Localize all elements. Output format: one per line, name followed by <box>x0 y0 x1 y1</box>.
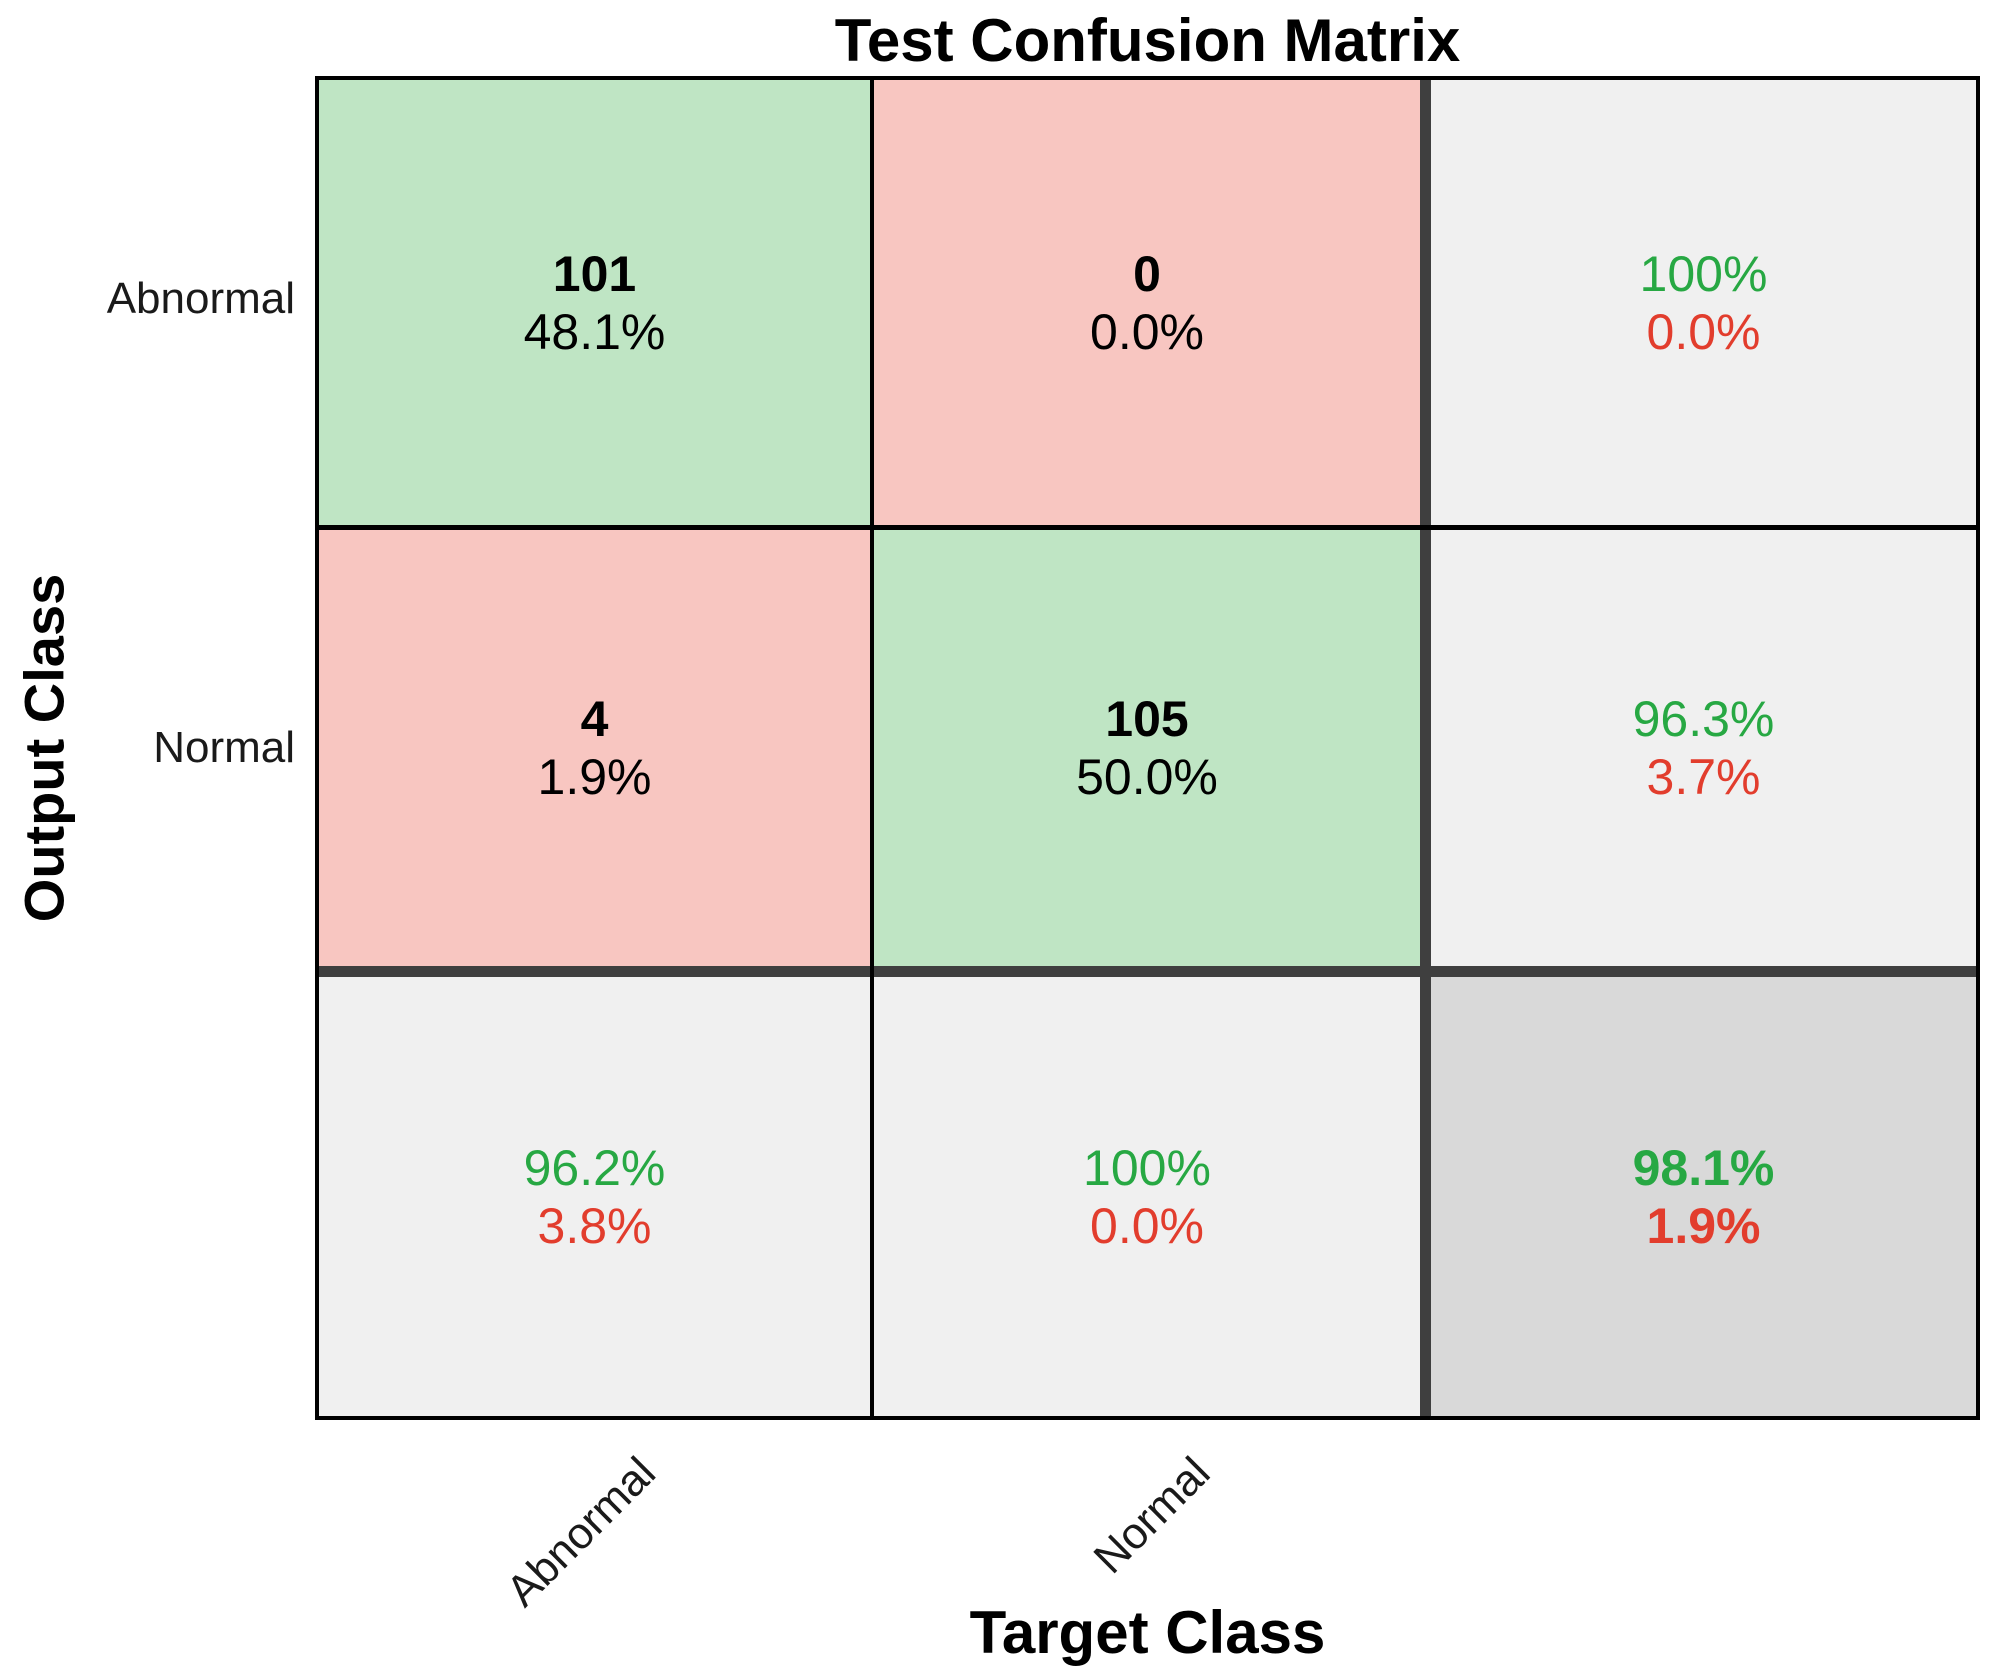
cell-percent: 48.1% <box>523 303 666 360</box>
cell-percent-incorrect: 0.0% <box>1646 303 1761 360</box>
cell-overall-accuracy: 98.1% 1.9% <box>1431 977 1976 1416</box>
cell-count: 105 <box>1105 691 1189 747</box>
cell-percent-incorrect: 1.9% <box>1646 1197 1761 1254</box>
cell-output-abnormal-target-normal: 0 0.0% <box>874 80 1420 525</box>
cell-percent-incorrect: 0.0% <box>1090 1197 1204 1254</box>
cell-percent-incorrect: 3.8% <box>537 1197 652 1254</box>
cell-percent-incorrect: 3.7% <box>1646 749 1761 805</box>
cell-count: 4 <box>580 691 609 747</box>
grid-line-horizontal-thin <box>319 525 1976 530</box>
cell-percent-correct: 96.3% <box>1632 691 1775 747</box>
cell-percent-correct: 100% <box>1639 245 1768 302</box>
cell-output-abnormal-target-abnormal: 101 48.1% <box>319 80 870 525</box>
grid-line-vertical-thin <box>870 80 874 1416</box>
cell-row-summary-abnormal: 100% 0.0% <box>1431 80 1976 525</box>
cell-percent-correct: 100% <box>1083 1139 1211 1196</box>
matrix-grid: 101 48.1% 0 0.0% 100% 0.0% 4 1.9% 105 50… <box>315 76 1980 1420</box>
chart-title: Test Confusion Matrix <box>834 7 1461 74</box>
cell-percent: 50.0% <box>1076 749 1218 805</box>
x-tick-abnormal: Abnormal <box>496 1448 665 1616</box>
cell-percent: 0.0% <box>1090 303 1204 360</box>
cell-output-normal-target-abnormal: 4 1.9% <box>319 530 870 966</box>
x-axis-label: Target Class <box>969 1599 1326 1666</box>
cell-count: 0 <box>1133 245 1161 302</box>
cell-percent: 1.9% <box>537 749 652 805</box>
cell-row-summary-normal: 96.3% 3.7% <box>1431 530 1976 966</box>
y-tick-normal: Normal <box>153 723 295 772</box>
cell-col-summary-abnormal: 96.2% 3.8% <box>319 977 870 1416</box>
cell-col-summary-normal: 100% 0.0% <box>874 977 1420 1416</box>
x-tick-normal: Normal <box>1084 1448 1220 1583</box>
cell-percent-correct: 98.1% <box>1632 1139 1775 1196</box>
cell-percent-correct: 96.2% <box>523 1139 666 1196</box>
cell-output-normal-target-normal: 105 50.0% <box>874 530 1420 966</box>
cell-count: 101 <box>552 245 637 302</box>
y-tick-abnormal: Abnormal <box>106 274 295 323</box>
